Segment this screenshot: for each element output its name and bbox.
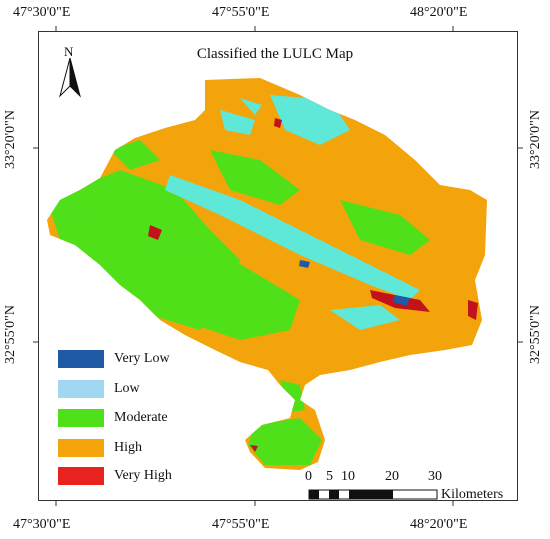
legend-label: Very High — [114, 468, 172, 483]
legend-swatch — [58, 350, 104, 368]
longitude-label-bottom-east: 48°20'0"E — [410, 517, 468, 532]
longitude-label-top-east: 48°20'0"E — [410, 5, 468, 20]
scale-tick-label: 30 — [428, 469, 442, 484]
longitude-label-top-west: 47°30'0"E — [13, 5, 71, 20]
scale-tick-label: 20 — [385, 469, 399, 484]
scale-tick-label: 0 — [305, 469, 312, 484]
legend-label: Low — [114, 381, 140, 396]
scale-bar — [308, 489, 438, 500]
legend-item-low: Low — [58, 380, 258, 398]
legend-label: Moderate — [114, 410, 168, 425]
graticule-ticks — [33, 26, 523, 506]
north-arrow-icon — [59, 57, 81, 98]
very-low-class-patches — [299, 260, 410, 306]
legend-item-very-high: Very High — [58, 467, 258, 485]
north-arrow-label: N — [64, 44, 74, 59]
longitude-label-bottom-west: 47°30'0"E — [13, 517, 71, 532]
scale-bar-unit: Kilometers — [441, 487, 504, 502]
scale-tick-label: 10 — [341, 469, 355, 484]
longitude-label-bottom-mid: 47°55'0"E — [212, 517, 270, 532]
scale-tick-label: 5 — [326, 469, 333, 484]
legend-swatch — [58, 380, 104, 398]
legend-swatch — [58, 467, 104, 485]
legend-label: High — [114, 440, 142, 455]
legend-item-moderate: Moderate — [58, 409, 258, 427]
legend-swatch — [58, 409, 104, 427]
legend-item-very-low: Very Low — [58, 350, 258, 368]
longitude-label-top-mid: 47°55'0"E — [212, 5, 270, 20]
map-title: Classified the LULC Map — [196, 46, 354, 62]
legend-swatch — [58, 439, 104, 457]
legend-label: Very Low — [114, 351, 170, 366]
legend-item-high: High — [58, 439, 258, 457]
moderate-class-patches — [47, 140, 430, 465]
